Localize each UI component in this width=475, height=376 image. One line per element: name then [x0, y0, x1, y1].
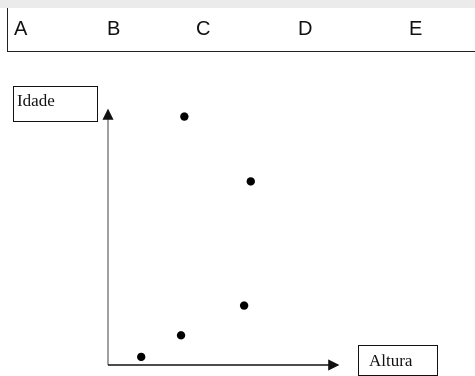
x-axis-label: Altura [358, 345, 438, 376]
data-points [137, 112, 255, 362]
option-c[interactable]: C [196, 18, 211, 40]
option-e[interactable]: E [409, 18, 423, 40]
data-point-1 [137, 352, 146, 362]
option-d[interactable]: D [298, 18, 313, 40]
data-point-4 [239, 301, 249, 310]
option-b[interactable]: B [107, 18, 121, 40]
data-point-3 [180, 112, 189, 121]
option-a[interactable]: A [14, 18, 28, 40]
data-point-5 [246, 177, 255, 186]
answer-options-row: A B C D E [7, 8, 475, 52]
y-axis-label: Idade [13, 86, 98, 122]
data-point-2 [176, 331, 186, 340]
header-strip [0, 0, 475, 8]
